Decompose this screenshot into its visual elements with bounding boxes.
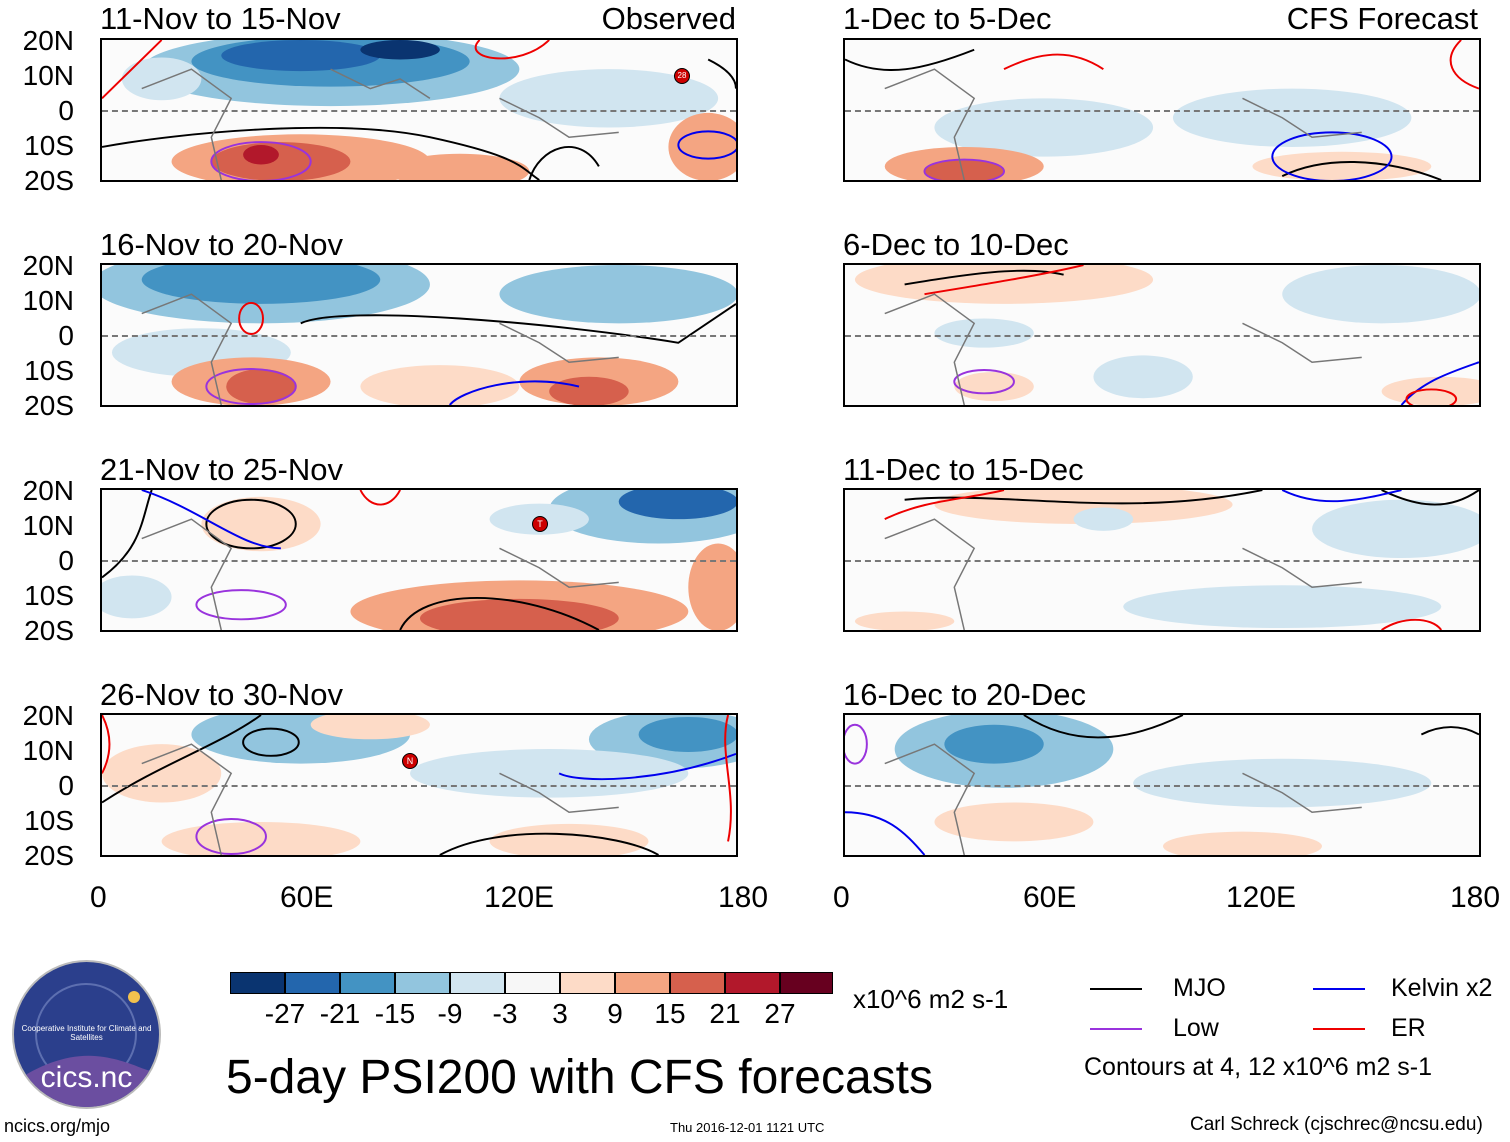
tropical-storm-marker: T [532,516,548,532]
colorbar-units: x10^6 m2 s-1 [853,984,1009,1014]
equator-line [102,560,736,562]
lat-label: 10N [22,510,74,541]
map-panel-obs-1: 28 [100,38,738,182]
lat-label: 10S [24,805,74,836]
colorbar-swatch [670,972,725,994]
lat-label: 0 [58,545,74,576]
logo-text: cics.nc [40,1061,133,1094]
map-panel-obs-4: N [100,713,738,857]
colorbar-tick: -27 [264,998,306,1029]
footer-credit: Carl Schreck (cjschrec@ncsu.edu) [1190,1114,1483,1135]
colorbar-swatch [615,972,670,994]
lat-label: 20N [22,25,74,56]
colorbar-swatch [285,972,340,994]
forecast-label: CFS Forecast [1286,1,1478,36]
lon-label: 0 [90,881,107,914]
main-title: 5-day PSI200 with CFS forecasts [226,1051,933,1104]
lat-label: 20S [24,840,74,871]
map-panel-obs-2 [100,263,738,407]
observed-label: Observed [601,1,736,36]
lat-label: 10N [22,285,74,316]
equator-line [845,110,1479,112]
lat-label: 20S [24,390,74,421]
legend-label-kelvin: Kelvin x2 [1391,974,1493,1002]
legend-line-mjo [1090,988,1142,990]
colorbar-swatch [395,972,450,994]
lon-label: 180 [1450,881,1501,914]
lat-label: 0 [58,95,74,126]
colorbar-swatch [450,972,505,994]
panel-title-fcst-1: 1-Dec to 5-Dec [843,1,1052,36]
equator-line [102,335,736,337]
lon-label: 120E [484,881,555,914]
lon-label: 180 [718,881,769,914]
colorbar-tick: 21 [709,998,741,1029]
lat-label: 20N [22,475,74,506]
legend-label-mjo: MJO [1173,974,1226,1002]
tropical-storm-marker: 28 [674,68,690,84]
lat-label: 20S [24,165,74,196]
colorbar-tick: 9 [607,998,623,1029]
colorbar-swatch [340,972,395,994]
lat-label: 20S [24,615,74,646]
lat-label: 0 [58,320,74,351]
lon-label: 120E [1226,881,1297,914]
lon-label: 0 [833,881,850,914]
lat-label: 10N [22,60,74,91]
colorbar-swatch [505,972,560,994]
equator-line [845,785,1479,787]
footer-timestamp: Thu 2016-12-01 1121 UTC [670,1120,825,1135]
panel-title-fcst-3: 11-Dec to 15-Dec [843,452,1084,487]
contours-note: Contours at 4, 12 x10^6 m2 s-1 [1084,1053,1433,1081]
legend-line-kelvin [1313,988,1365,990]
map-panel-fcst-3 [843,488,1481,632]
panel-title-obs-3: 21-Nov to 25-Nov [100,452,343,487]
colorbar-swatch [725,972,780,994]
lat-label: 20N [22,700,74,731]
footer-url[interactable]: ncics.org/mjo [4,1116,111,1136]
panel-title-obs-4: 26-Nov to 30-Nov [100,677,343,712]
colorbar-swatch [230,972,285,994]
legend-line-er [1313,1028,1365,1030]
colorbar-swatch [780,972,833,994]
map-panel-fcst-1 [843,38,1481,182]
legend-label-low: Low [1173,1014,1219,1042]
lat-label: 10N [22,735,74,766]
lat-label: 10S [24,130,74,161]
cics-logo: Cooperative Institute for Climate and Sa… [12,960,161,1109]
colorbar-tick: -15 [374,998,416,1029]
colorbar-tick: 3 [552,998,568,1029]
panel-title-obs-1: 11-Nov to 15-Nov [100,1,341,36]
lat-label: 10S [24,580,74,611]
legend-label-er: ER [1391,1014,1426,1042]
equator-line [102,110,736,112]
colorbar-tick: -9 [437,998,463,1029]
lon-label: 60E [280,881,334,914]
colorbar-tick: -3 [492,998,518,1029]
panel-title-obs-2: 16-Nov to 20-Nov [100,227,343,262]
tropical-storm-marker: N [402,753,418,769]
panel-title-fcst-4: 16-Dec to 20-Dec [843,677,1086,712]
map-panel-fcst-4 [843,713,1481,857]
logo-ring-text: Cooperative Institute for Climate and Sa… [21,1024,152,1042]
equator-line [102,785,736,787]
equator-line [845,560,1479,562]
lon-label: 60E [1023,881,1077,914]
panel-title-fcst-2: 6-Dec to 10-Dec [843,227,1069,262]
legend-line-low [1090,1028,1142,1030]
colorbar-tick: -21 [319,998,361,1029]
lat-label: 10S [24,355,74,386]
map-panel-fcst-2 [843,263,1481,407]
colorbar-tick: 15 [654,998,686,1029]
lat-label: 20N [22,250,74,281]
colorbar-tick: 27 [764,998,796,1029]
equator-line [845,335,1479,337]
colorbar-swatch [560,972,615,994]
map-panel-obs-3: T [100,488,738,632]
lat-label: 0 [58,770,74,801]
